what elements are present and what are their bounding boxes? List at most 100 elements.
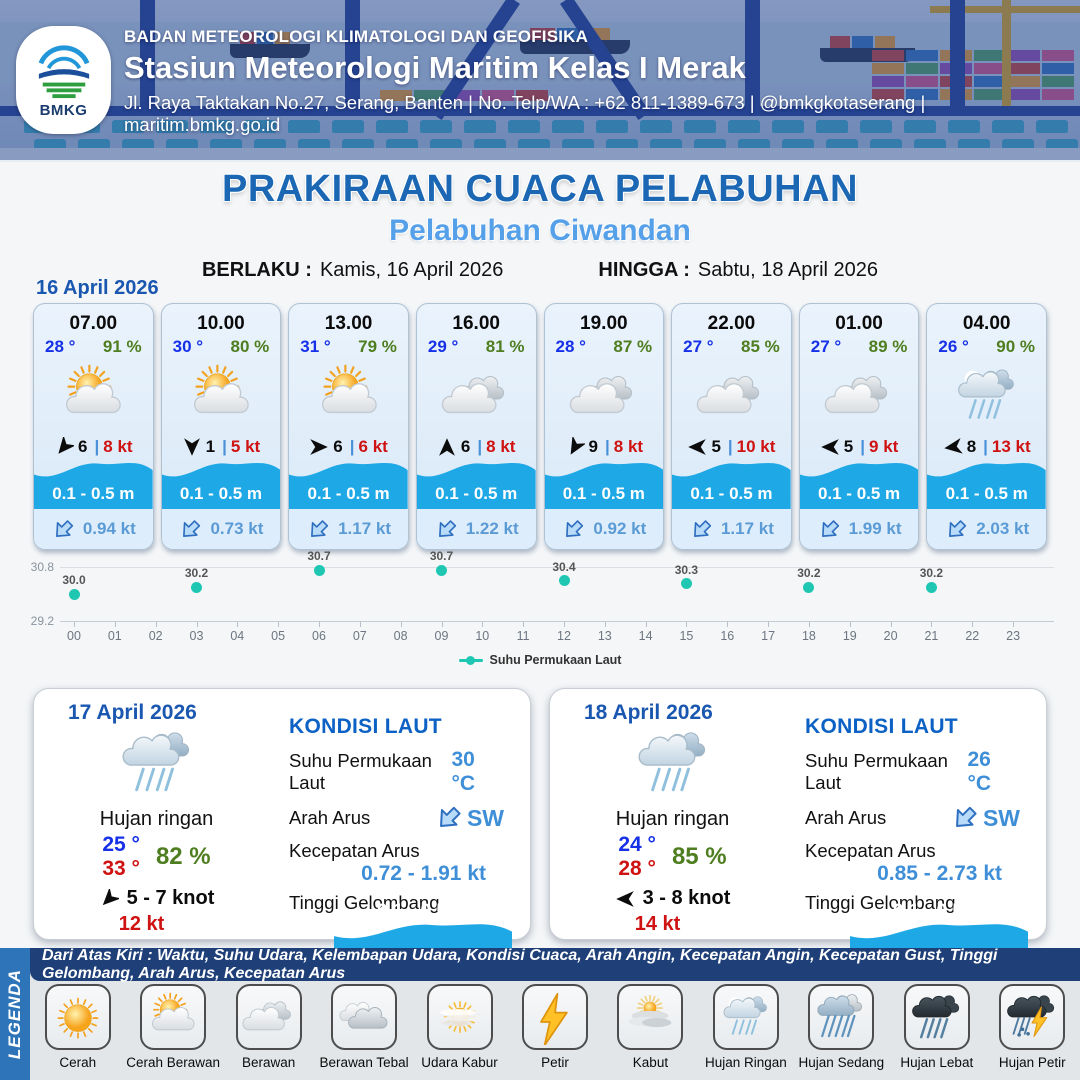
x-tick-label: 11	[516, 629, 530, 643]
wind-speed: 6	[460, 437, 471, 456]
temp-humidity-row: 28 ° 87 %	[545, 335, 664, 357]
forecast-date: 16 April 2026	[36, 277, 159, 299]
day-wind-row: 5 - 7 knot	[99, 887, 215, 910]
separator: |	[222, 437, 227, 456]
x-tick-label: 23	[1006, 629, 1021, 643]
weather-icon-wrap	[927, 359, 1046, 433]
current-row: 0.92 kt	[544, 509, 664, 549]
wind-speed: 1	[205, 437, 216, 456]
legend-title: LEGENDA	[5, 968, 24, 1060]
data-point	[68, 588, 80, 600]
legend-item-label: Berawan	[241, 1055, 296, 1070]
wave-height: 0.1 - 0.5 m	[690, 484, 773, 503]
current-speed-label: Kecepatan Arus	[289, 840, 420, 861]
current-direction-icon	[439, 806, 461, 827]
day-wind-gust: 14 kt	[634, 913, 681, 936]
current-row: 1.22 kt	[416, 509, 536, 549]
agency-name: BADAN METEOROLOGI KLIMATOLOGI DAN GEOFIS…	[124, 27, 589, 46]
sea-conditions-title: KONDISI LAUT	[289, 715, 442, 738]
legend-title-strip: LEGENDA	[0, 948, 30, 1080]
wave-height: 0.1 - 0.5 m	[817, 484, 901, 503]
x-tick-label: 00	[67, 629, 81, 643]
wind-row: 6 | 8 kt	[417, 437, 536, 457]
station-address: Jl. Raya Taktakan No.27, Serang, Banten …	[124, 92, 926, 135]
x-tick-label: 19	[842, 629, 857, 643]
wave-shape	[416, 462, 536, 509]
x-tick-label: 01	[107, 629, 122, 643]
legend-marker-icon	[458, 655, 483, 665]
wave-height: 0.1 - 0.5 m	[307, 484, 390, 503]
wave-height-band: 0.1 - 0.5 m	[672, 455, 791, 509]
separator: |	[94, 437, 100, 456]
temp-humidity-row: 27 ° 89 %	[800, 335, 919, 357]
x-tick-label: 20	[883, 629, 898, 643]
current-direction-icon	[955, 806, 977, 827]
wave-height-box: 0.1 - 0.5 m	[850, 901, 1028, 972]
air-temperature: 30 °	[172, 337, 204, 356]
forecast-card: 16.00 29 ° 81 % 6 | 8 kt 0.1 - 0.5 m 1.2…	[415, 303, 537, 550]
legend-item: Berawan Tebal	[318, 984, 410, 1070]
wind-row: 8 | 13 kt	[927, 437, 1046, 457]
day-weather-icon-wrap	[630, 721, 716, 812]
sst-value: 30 °C	[451, 748, 476, 795]
current-dir-value: SW	[466, 804, 504, 831]
legend-item-label: Udara Kabur	[421, 1055, 498, 1070]
current-direction-icon	[821, 519, 839, 537]
petir-icon	[540, 992, 568, 1045]
wave-height-band: 0.1 - 0.5 m	[289, 455, 408, 509]
wind-speed: 6	[78, 437, 88, 456]
forecast-time: 07.00	[69, 313, 118, 334]
legend-item-label: Petir	[541, 1055, 569, 1070]
x-tick-label: 13	[597, 629, 612, 643]
x-tick-label: 09	[434, 629, 449, 643]
sst-chart: 30.8 29.2 00 01 02 03 04 05 06 07 08 09 10 11 12 13 14 15…	[0, 549, 1080, 680]
day-humidity: 85 %	[671, 843, 727, 871]
wave-shape	[799, 462, 919, 509]
wind-direction-icon	[688, 439, 707, 455]
sea-conditions-title: KONDISI LAUT	[805, 715, 958, 738]
separator: |	[983, 437, 988, 456]
daily-forecast-row: 17 April 2026 Hujan ringan 25 ° 33 ° 82 …	[33, 688, 1047, 972]
data-point	[558, 575, 570, 586]
wave-height-band: 0.1 - 0.5 m	[161, 455, 281, 509]
page-title: PRAKIRAAN CUACA PELABUHAN	[222, 168, 858, 210]
x-tick-label: 15	[679, 629, 694, 643]
current-dir-label: Arah Arus	[289, 807, 371, 828]
sst-label: Suhu Permukaan Laut	[805, 750, 948, 793]
day-date: 18 April 2026	[584, 701, 713, 724]
wind-gust: 5 kt	[230, 437, 261, 456]
x-tick-label: 14	[638, 629, 653, 643]
sst-label: Suhu Permukaan Laut	[289, 750, 432, 793]
air-temperature: 27 °	[810, 337, 842, 356]
weather-icon-wrap	[800, 359, 919, 433]
day-forecast-card: 18 April 2026 Hujan ringan 24 ° 28 ° 85 …	[549, 688, 1047, 972]
current-speed-value: 0.72 - 1.91 kt	[361, 862, 486, 885]
x-tick-label: 03	[189, 629, 204, 643]
day-wind-range: 5 - 7 knot	[126, 887, 215, 910]
bmkg-logo-text: BMKG	[39, 101, 88, 119]
data-point-label: 30.2	[184, 566, 209, 581]
legend-icon-box	[331, 984, 398, 1050]
wind-row: 6 | 6 kt	[289, 437, 408, 457]
x-tick-label: 21	[924, 629, 939, 643]
forecast-time: 16.00	[452, 313, 500, 334]
wind-gust: 8 kt	[613, 437, 644, 456]
validity-row: BERLAKU : Kamis, 16 April 2026 HINGGA : Sa…	[0, 259, 1080, 282]
legend-items: Cerah Cerah Berawan Berawan Berawan Teba…	[30, 984, 1080, 1070]
x-tick-label: 02	[148, 629, 163, 643]
bmkg-logo-badge: BMKG	[16, 26, 111, 134]
x-tick-label: 12	[557, 629, 571, 643]
data-point	[191, 581, 202, 593]
legend-item: Hujan Sedang	[795, 984, 887, 1070]
cerah-berawan-icon	[193, 364, 249, 414]
hujan-ringan-icon	[957, 369, 1014, 419]
cerah-berawan-icon	[66, 364, 122, 414]
legend-icon-box	[140, 984, 207, 1050]
current-row: 0.73 kt	[161, 509, 281, 549]
wave-height-box: 0.1 - 0.5 m	[334, 901, 512, 972]
wave-shape	[672, 462, 791, 509]
legend-item-label: Cerah	[59, 1055, 97, 1070]
forecast-time: 22.00	[707, 313, 756, 334]
cerah-icon	[57, 997, 99, 1039]
